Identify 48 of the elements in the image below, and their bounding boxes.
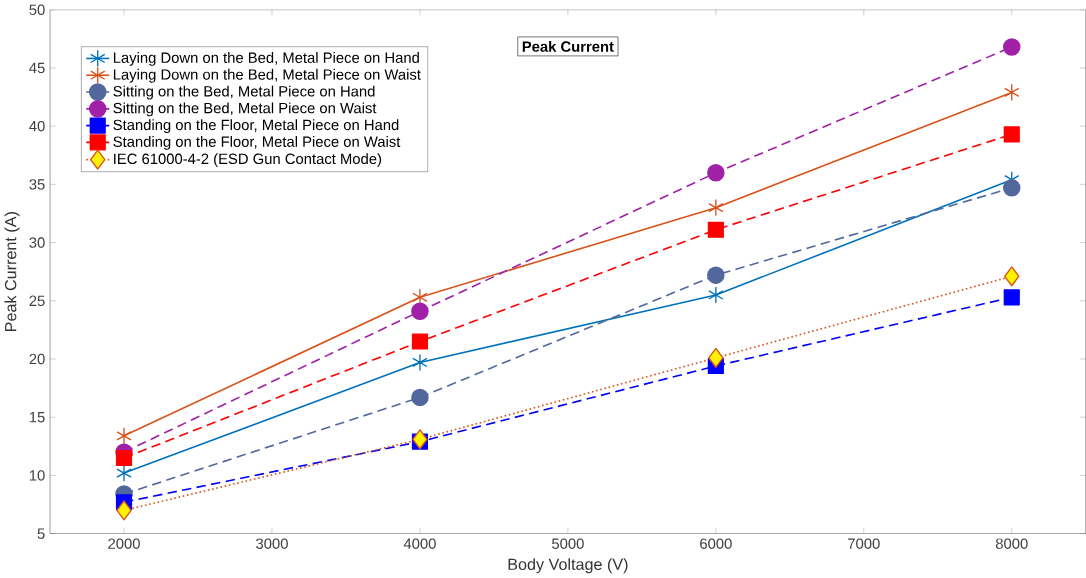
point	[411, 333, 429, 350]
point	[1003, 289, 1020, 306]
y-tick-label: 45	[29, 62, 45, 74]
point	[116, 500, 132, 521]
legend-label: Sitting on the Bed, Metal Piece on Hand	[113, 85, 375, 100]
legend-label: Standing on the Floor, Metal Piece on Hand	[113, 119, 399, 134]
legend-label: Sitting on the Bed, Metal Piece on Waist	[113, 102, 377, 117]
point	[411, 302, 429, 321]
point	[708, 199, 724, 217]
point	[1003, 38, 1021, 56]
x-tick-label: 5000	[552, 538, 584, 550]
point	[1003, 179, 1021, 197]
x-tick-label: 2000	[108, 538, 140, 550]
y-tick-label: 25	[29, 295, 45, 307]
legend-label: Standing on the Floor, Metal Piece on Waist	[113, 136, 401, 150]
point	[116, 464, 132, 483]
legend-label: Laying Down on the Bed, Metal Piece on Waist	[113, 69, 421, 83]
x-axis-title: Body Voltage (V)	[508, 558, 628, 574]
y-tick-label: 5	[37, 528, 45, 539]
point	[708, 286, 724, 304]
y-tick-label: 10	[29, 470, 45, 481]
legend-label: Laying Down on the Bed, Metal Piece on Hand	[113, 52, 419, 67]
y-tick-label: 20	[29, 353, 45, 365]
x-tick-label: 8000	[995, 538, 1028, 550]
point	[1004, 83, 1020, 102]
y-tick-label: 15	[29, 412, 45, 423]
point	[412, 353, 428, 372]
point	[411, 388, 429, 407]
y-tick-label: 35	[29, 179, 45, 190]
y-tick-label: 30	[29, 237, 45, 248]
point	[116, 427, 132, 445]
x-tick-label: 3000	[256, 538, 288, 550]
y-tick-label: 40	[29, 121, 45, 132]
point	[707, 164, 725, 182]
y-axis-title: Peak Current (A)	[4, 212, 20, 332]
x-tick-label: 4000	[403, 538, 436, 550]
point	[1004, 266, 1020, 287]
point	[115, 450, 133, 467]
x-tick-label: 6000	[700, 538, 732, 550]
point	[412, 429, 428, 450]
x-tick-label: 7000	[848, 538, 880, 550]
point	[707, 221, 724, 239]
point	[708, 347, 724, 369]
point	[1003, 126, 1020, 143]
text: Peak Current	[522, 41, 614, 53]
y-tick-label: 50	[29, 4, 45, 16]
legend-label: IEC 61000-4-2 (ESD Gun Contact Mode)	[114, 153, 382, 168]
point	[707, 266, 725, 285]
